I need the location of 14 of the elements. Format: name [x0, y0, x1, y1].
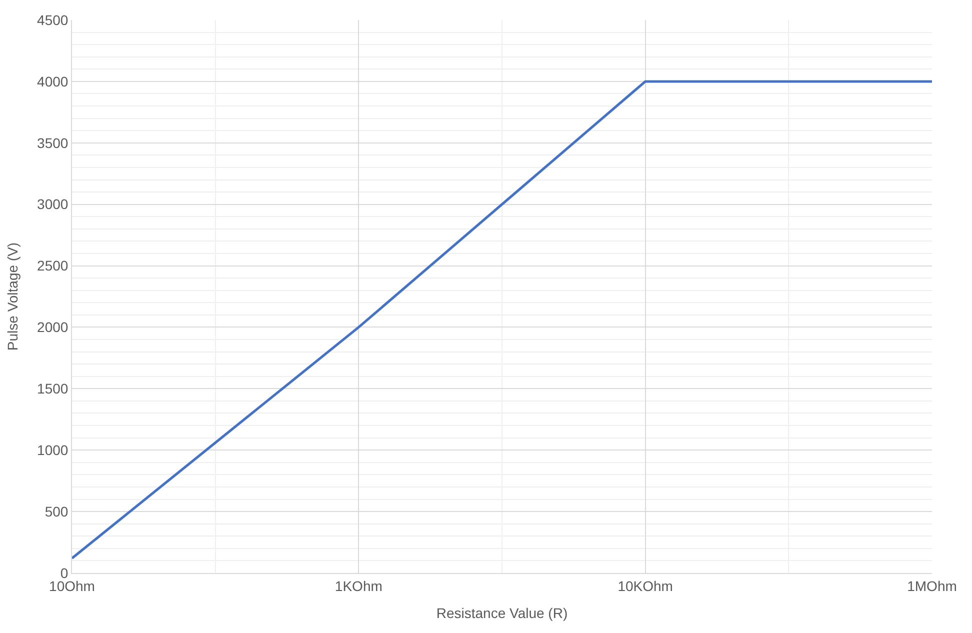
y-tick-label: 500 [44, 503, 68, 520]
y-tick-label: 4500 [37, 12, 68, 28]
y-axis-title: Pulse Voltage (V) [4, 242, 21, 351]
x-tick-label: 10KOhm [618, 578, 673, 594]
x-tick-label: 1KOhm [334, 578, 382, 594]
y-tick-label: 3000 [37, 196, 68, 212]
y-tick-label: 1000 [37, 442, 68, 458]
y-tick-label: 4000 [37, 73, 68, 90]
y-tick-label: 2500 [37, 258, 68, 274]
y-tick-label: 1500 [37, 380, 68, 397]
x-tick-label: 1MOhm [907, 578, 957, 594]
y-tick-label: 2000 [37, 319, 68, 336]
x-axis-title: Resistance Value (R) [436, 605, 568, 622]
y-tick-label: 3500 [37, 134, 68, 151]
